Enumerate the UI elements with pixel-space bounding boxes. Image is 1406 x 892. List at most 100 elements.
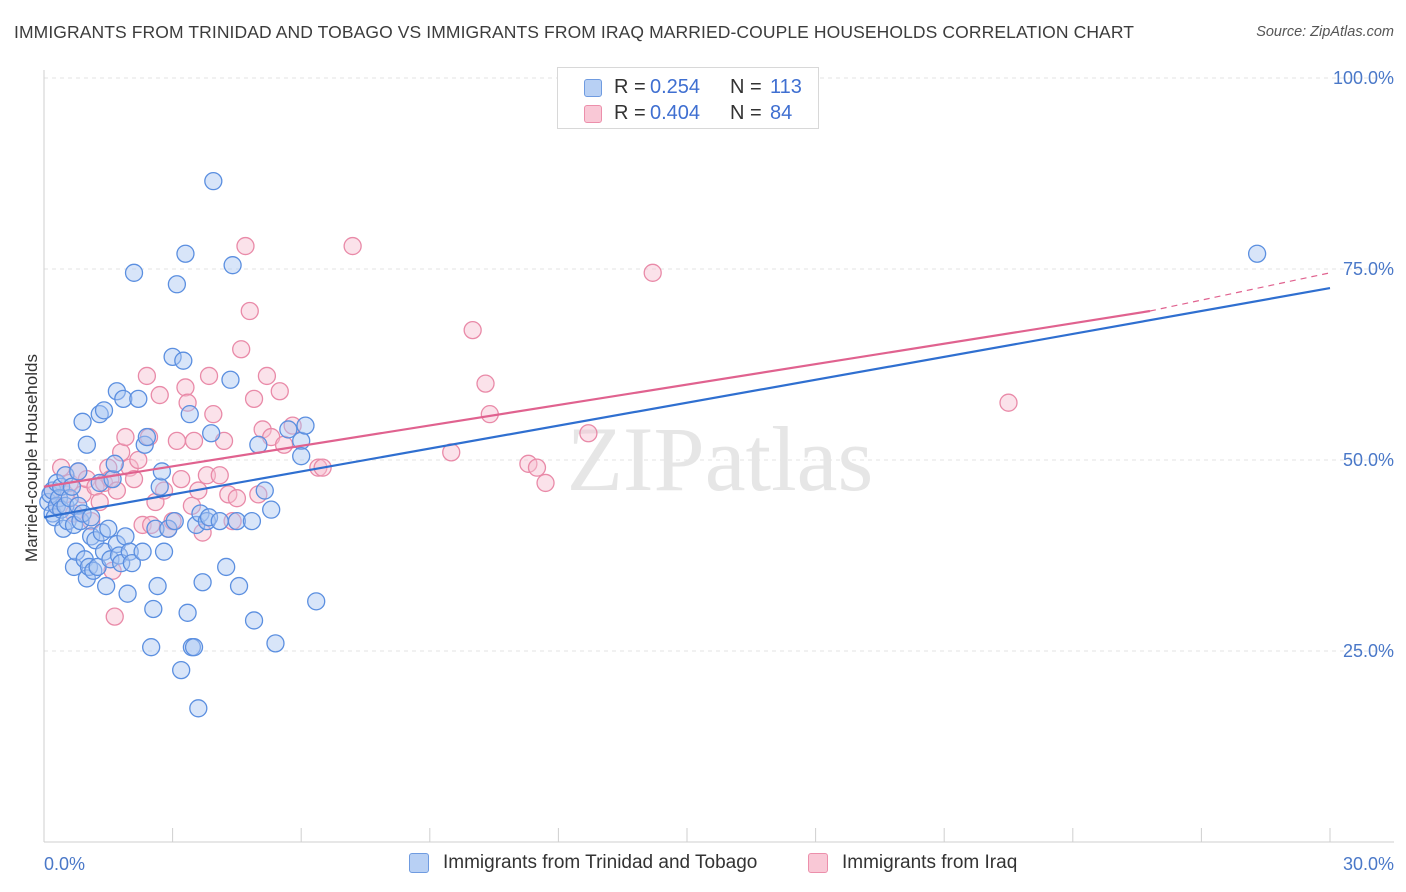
- data-point: [262, 500, 281, 519]
- data-point: [133, 542, 152, 561]
- trend-line-trinidad: [43, 287, 1331, 519]
- data-point: [292, 447, 311, 466]
- data-point: [176, 244, 195, 263]
- data-point: [217, 557, 236, 577]
- data-point: [116, 427, 135, 447]
- data-point: [107, 481, 127, 500]
- data-point: [536, 473, 555, 493]
- data-point: [274, 435, 294, 454]
- data-point: [579, 424, 598, 443]
- data-point: [180, 405, 199, 424]
- data-point: [144, 599, 163, 619]
- data-point: [129, 389, 148, 409]
- data-point: [307, 592, 326, 611]
- data-point: [174, 351, 193, 370]
- data-point: [152, 462, 172, 481]
- legend-n-value: 113: [770, 76, 802, 98]
- data-point: [105, 454, 124, 473]
- data-point: [193, 573, 212, 592]
- data-point: [154, 542, 174, 561]
- data-point: [101, 550, 120, 569]
- data-point: [242, 511, 262, 531]
- legend-r-value: 0.254: [650, 76, 701, 98]
- data-point: [199, 508, 219, 527]
- data-point: [150, 385, 169, 405]
- data-point: [97, 576, 116, 596]
- legend-r-label: R =: [614, 76, 646, 98]
- data-point: [257, 366, 277, 386]
- data-point: [146, 519, 165, 538]
- trend-line-iraq-extension: [1149, 272, 1331, 312]
- bottom-legend-label: Immigrants from Trinidad and Tobago: [443, 852, 758, 873]
- data-point: [172, 660, 191, 680]
- y-tick-label: 100.0%: [1333, 68, 1394, 88]
- data-point: [114, 389, 133, 409]
- data-point: [266, 634, 285, 653]
- data-point: [199, 366, 219, 386]
- data-point: [343, 236, 362, 256]
- data-point: [176, 378, 195, 397]
- x-tick-label-min: 0.0%: [44, 854, 85, 874]
- data-point: [167, 431, 187, 451]
- data-point: [178, 603, 197, 622]
- legend-r-label: R =: [614, 102, 646, 124]
- x-tick-label-max: 30.0%: [1343, 854, 1394, 874]
- data-point: [99, 519, 118, 538]
- y-axis-label: Married-couple Households: [22, 354, 41, 562]
- data-point: [210, 511, 229, 531]
- data-point: [122, 553, 142, 573]
- data-point: [279, 420, 298, 439]
- data-point: [142, 638, 161, 657]
- bottom-legend-swatch-blue: [409, 853, 429, 873]
- data-point: [116, 527, 135, 546]
- data-point: [463, 320, 482, 340]
- data-point: [137, 366, 157, 386]
- data-point: [204, 171, 223, 191]
- data-point: [167, 275, 187, 294]
- grid-lines: [44, 77, 1394, 652]
- x-ticks: [172, 828, 1331, 842]
- legend-n-label: N =: [730, 76, 762, 98]
- y-tick-label: 75.0%: [1343, 259, 1394, 279]
- data-point: [148, 576, 167, 596]
- data-point: [137, 427, 157, 447]
- data-point: [69, 462, 88, 481]
- data-point: [150, 477, 169, 496]
- data-point: [244, 611, 264, 630]
- data-point: [210, 466, 229, 485]
- data-point: [476, 374, 495, 393]
- data-point: [244, 389, 264, 409]
- data-point: [163, 347, 182, 367]
- y-tick-label: 25.0%: [1343, 641, 1394, 661]
- data-point: [120, 542, 139, 561]
- data-point: [124, 263, 144, 282]
- data-point: [223, 511, 242, 531]
- stats-legend: R = 0.254 N = 113 R = 0.404 N = 84: [557, 67, 819, 129]
- source-credit: Source: ZipAtlas.com: [1256, 24, 1394, 40]
- legend-r-value: 0.404: [650, 102, 701, 124]
- data-point: [296, 416, 315, 435]
- data-point: [219, 485, 238, 504]
- data-point: [165, 511, 184, 531]
- chart-title: IMMIGRANTS FROM TRINIDAD AND TOBAGO VS I…: [14, 22, 1135, 42]
- data-point: [204, 405, 223, 424]
- data-point: [82, 508, 101, 527]
- data-point: [73, 412, 92, 431]
- y-tick-labels: 25.0% 50.0% 75.0% 100.0%: [1333, 68, 1394, 661]
- data-point: [178, 393, 197, 412]
- data-point: [94, 401, 114, 420]
- bottom-legend-swatch-pink: [808, 853, 828, 873]
- data-point: [236, 236, 255, 256]
- data-point: [270, 382, 289, 401]
- data-point: [227, 511, 247, 531]
- data-point: [77, 435, 97, 454]
- watermark: ZIPatlas: [567, 408, 874, 510]
- data-point: [232, 340, 251, 359]
- data-point: [103, 469, 122, 489]
- data-point: [129, 450, 148, 470]
- data-point: [527, 458, 547, 477]
- data-point: [240, 301, 259, 321]
- data-point: [999, 393, 1018, 412]
- data-point: [519, 454, 538, 473]
